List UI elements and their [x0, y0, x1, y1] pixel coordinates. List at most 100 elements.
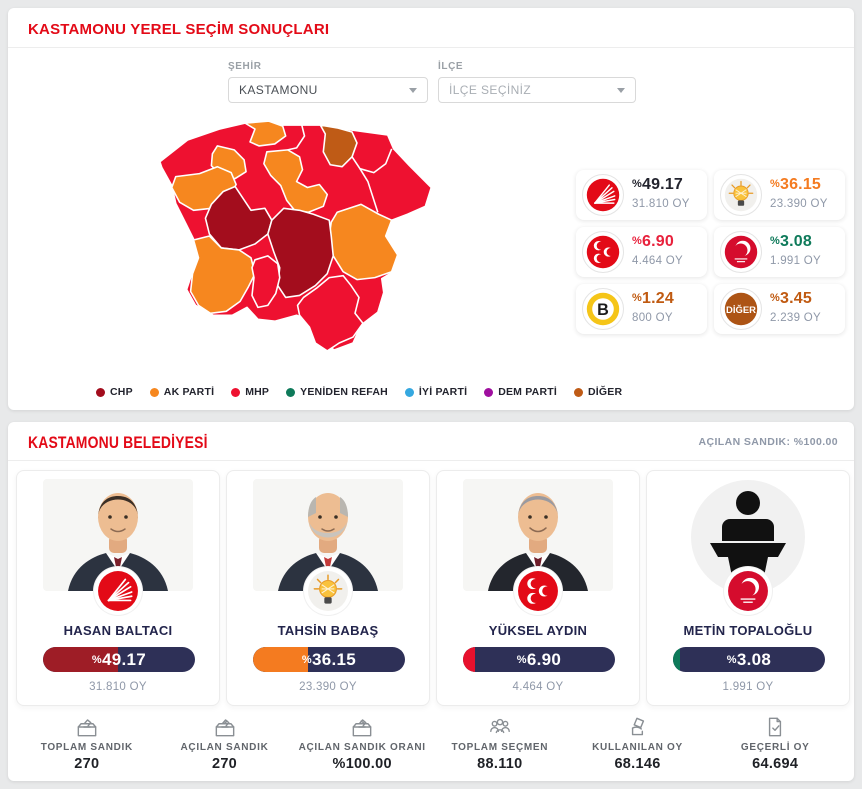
district-select[interactable]: İLÇE SEÇİNİZ [438, 77, 636, 103]
legend-dot [484, 387, 494, 397]
municipality-title: KASTAMONU BELEDİYESİ [28, 433, 208, 452]
party-percent: %49.17 [632, 176, 684, 193]
legend-item-diger: DİĞER [573, 386, 622, 398]
map-district[interactable] [244, 120, 287, 147]
candidate-name: METİN TOPALOĞLU [683, 623, 813, 638]
party-votes: 2.239 OY [770, 312, 821, 324]
candidate-percent-bar: %3.08 [673, 647, 825, 672]
map-district[interactable] [189, 235, 256, 315]
cast-vote-icon [631, 717, 644, 736]
candidate-votes: 1.991 OY [722, 681, 774, 693]
party-percent: %3.45 [770, 290, 812, 307]
city-select-label: ŞEHİR [228, 61, 262, 72]
map-district[interactable] [263, 149, 329, 214]
legend-dot [96, 387, 105, 397]
legend-dot [231, 387, 241, 397]
party-result-card-mhp[interactable]: %6.90 4.464 OY [576, 227, 707, 277]
province-results-card: KASTAMONU YEREL SEÇİM SONUÇLARI ŞEHİR KA… [8, 8, 854, 410]
bar-fill [673, 647, 680, 672]
map-district[interactable] [296, 274, 364, 352]
candidate-percent: %49.17 [91, 650, 147, 669]
candidate-name: TAHSİN BABAŞ [277, 623, 379, 638]
party-result-card-akp[interactable]: %36.15 23.390 OY [714, 170, 845, 220]
map-border [359, 168, 379, 213]
legend-dot [286, 387, 296, 397]
party-votes: 23.390 OY [770, 198, 828, 210]
party-votes: 31.810 OY [632, 198, 690, 210]
city-select-value: KASTAMONU [239, 83, 318, 97]
header-divider [8, 460, 854, 461]
chevron-down-icon [409, 88, 417, 93]
chevron-down-icon [617, 88, 625, 93]
opened-ballot-info: AÇILAN SANDIK: %100.00 [698, 436, 838, 448]
map-border [351, 148, 393, 174]
candidate-percent: %6.90 [516, 650, 562, 669]
stat-acilan-sandik: AÇILAN SANDIK 270 [156, 714, 294, 772]
legend-item-demparti: DEM PARTİ [484, 386, 557, 398]
candidate-votes: 4.464 OY [512, 681, 564, 693]
chp-logo-icon [94, 567, 142, 615]
yrp-logo-icon [724, 567, 772, 615]
candidate-card-yuksel-aydin[interactable]: YÜKSEL AYDIN %6.90 4.464 OY [436, 470, 640, 706]
candidate-card-hasan-baltaci[interactable]: HASAN BALTACI %49.17 31.810 OY [16, 470, 220, 706]
diger-logo-icon: DİĞER [720, 288, 762, 330]
party-votes: 800 OY [632, 312, 673, 324]
legend-dot [149, 387, 159, 397]
candidate-votes: 31.810 OY [89, 681, 147, 693]
map-border [287, 123, 306, 151]
stat-toplam-secmen: TOPLAM SEÇMEN 88.110 [431, 714, 569, 772]
mhp-logo-icon [582, 231, 624, 273]
voters-icon [489, 718, 510, 734]
candidate-percent: %36.15 [301, 650, 357, 669]
map-legend: CHP AK PARTİ MHP YENİDEN REFAH İYİ PARTİ… [96, 386, 622, 398]
party-votes: 1.991 OY [770, 255, 821, 267]
chp-logo-icon [582, 174, 624, 216]
party-percent: %6.90 [632, 233, 674, 250]
candidate-percent-bar: %49.17 [43, 647, 195, 672]
party-percent: %3.08 [770, 233, 812, 250]
yrp-logo-icon [720, 231, 762, 273]
legend-item-akparti: AK PARTİ [149, 386, 214, 398]
party-result-card-b[interactable]: B %1.24 800 OY [576, 284, 707, 334]
party-result-card-chp[interactable]: %49.17 31.810 OY [576, 170, 707, 220]
candidate-card-metin-topaloglu[interactable]: METİN TOPALOĞLU %3.08 1.991 OY [646, 470, 850, 706]
legend-item-yenidenrefah: YENİDEN REFAH [286, 386, 388, 398]
bar-fill [463, 647, 476, 672]
candidate-percent-bar: %6.90 [463, 647, 615, 672]
candidate-card-tahsin-babas[interactable]: TAHSİN BABAŞ %36.15 23.390 OY [226, 470, 430, 706]
svg-text:B: B [597, 301, 609, 319]
province-district-map[interactable] [148, 116, 564, 364]
city-select[interactable]: KASTAMONU [228, 77, 428, 103]
bar-fill [253, 647, 308, 672]
svg-text:DİĞER: DİĞER [726, 304, 756, 316]
candidate-percent: %3.08 [726, 650, 772, 669]
municipality-card: KASTAMONU BELEDİYESİ AÇILAN SANDIK: %100… [8, 422, 854, 781]
district-select-value: İLÇE SEÇİNİZ [449, 83, 532, 97]
stat-toplam-sandik: TOPLAM SANDIK 270 [18, 714, 156, 772]
page-title: KASTAMONU YEREL SEÇİM SONUÇLARI [28, 21, 330, 38]
map-district[interactable] [319, 124, 358, 168]
map-district[interactable] [267, 207, 335, 299]
district-select-label: İLÇE [438, 61, 464, 72]
header-divider [8, 47, 854, 48]
valid-vote-icon [769, 717, 782, 737]
map-district[interactable] [251, 255, 281, 309]
party-percent: %36.15 [770, 176, 822, 193]
bar-fill [43, 647, 118, 672]
ballot-stats-row: TOPLAM SANDIK 270 AÇILAN SANDIK 270 AÇIL… [18, 714, 844, 772]
ballot-box-check-icon [215, 719, 234, 737]
party-result-card-yrp[interactable]: %3.08 1.991 OY [714, 227, 845, 277]
stat-kullanilan-oy: KULLANILAN OY 68.146 [569, 714, 707, 772]
akp-logo-icon [720, 174, 762, 216]
legend-dot [573, 387, 583, 397]
akp-logo-icon [304, 567, 352, 615]
stat-gecerli-oy: GEÇERLİ OY 64.694 [706, 714, 844, 772]
legend-dot [404, 387, 414, 397]
ballot-box-icon [77, 719, 97, 737]
party-result-card-diger[interactable]: DİĞER %3.45 2.239 OY [714, 284, 845, 334]
candidate-votes: 23.390 OY [299, 681, 357, 693]
b-party-logo-icon: B [582, 288, 624, 330]
candidate-percent-bar: %36.15 [253, 647, 405, 672]
mhp-logo-icon [514, 567, 562, 615]
ballot-box-ratio-icon [352, 719, 372, 737]
